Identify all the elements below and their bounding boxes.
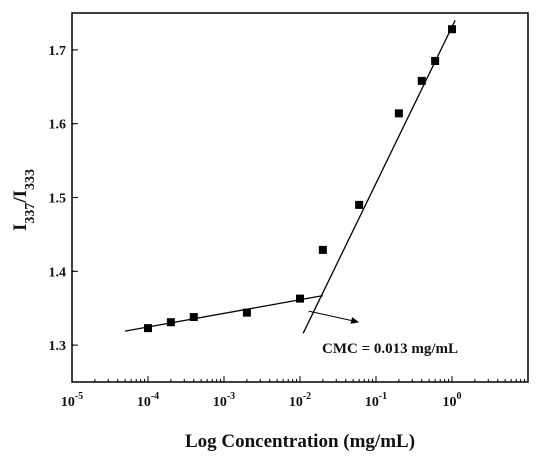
- plot-frame: [71, 12, 529, 383]
- y-tick-label: 1.6: [49, 118, 67, 133]
- y-tick-label: 1.4: [49, 265, 67, 280]
- fit-lines: [125, 20, 456, 334]
- data-point: [448, 25, 456, 34]
- cmc-label: CMC = 0.013 mg/mL: [322, 341, 458, 357]
- x-tick-label: 100: [443, 391, 462, 410]
- data-point: [144, 324, 152, 333]
- y-tick-label: 1.5: [49, 192, 67, 207]
- cmc-annotation: CMC = 0.013 mg/mL: [308, 310, 458, 357]
- data-point: [296, 294, 304, 303]
- data-point: [166, 318, 175, 327]
- data-point: [242, 308, 251, 317]
- data-point: [417, 76, 426, 85]
- data-point: [431, 56, 440, 65]
- data-point: [394, 109, 403, 118]
- fit-line: [125, 295, 323, 332]
- x-tick-label: 10-3: [213, 391, 235, 410]
- x-axis-ticks: 10-5 10-4 10-3 10-2 10-1 100: [61, 376, 526, 410]
- x-axis-title: Log Concentration (mg/mL): [185, 431, 415, 452]
- x-tick-label: 10-4: [137, 391, 159, 410]
- y-axis-ticks: 1.3 1.4 1.5 1.6 1.7: [49, 44, 78, 354]
- data-point: [355, 200, 364, 209]
- y-axis-title: I337/I333: [10, 169, 38, 231]
- x-tick-label: 10-2: [289, 391, 311, 410]
- data-point: [189, 313, 198, 322]
- cmc-arrow: [308, 310, 352, 321]
- data-point: [318, 245, 327, 254]
- y-tick-label: 1.3: [49, 339, 67, 354]
- fit-line: [302, 20, 456, 334]
- cmc-arrowhead: [350, 317, 360, 324]
- x-tick-label: 10-5: [61, 391, 83, 410]
- y-tick-label: 1.7: [49, 44, 67, 59]
- x-tick-label: 10-1: [365, 391, 387, 410]
- data-points: [144, 25, 456, 333]
